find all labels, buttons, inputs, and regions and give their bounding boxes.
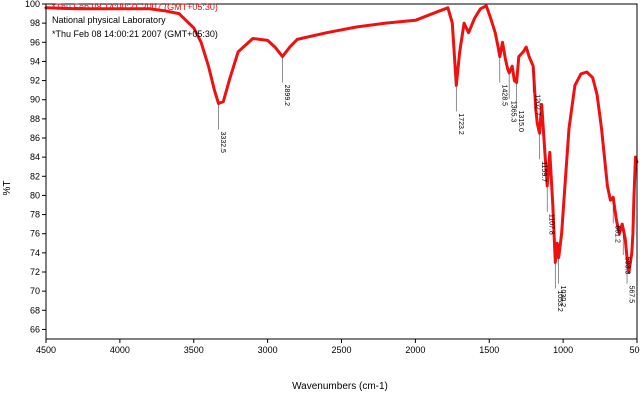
x-tick-label: 2000 <box>405 345 425 355</box>
peak-label: 1159.7 <box>540 161 547 182</box>
header-ghost-text: *Thu Feb 08 14:00:21 2007 (GMT+05:30) <box>52 2 218 12</box>
y-tick-label: 78 <box>30 210 40 220</box>
peak-label: 1053.2 <box>556 290 563 312</box>
peak-label: 1723.2 <box>457 113 464 135</box>
y-tick-label: 100 <box>25 0 40 9</box>
y-tick-label: 82 <box>30 171 40 181</box>
y-axis-title: %T <box>2 181 13 196</box>
peak-label: 1315.0 <box>517 110 524 132</box>
x-tick-label: 4000 <box>110 345 130 355</box>
peak-label: 1107.8 <box>548 214 555 235</box>
y-tick-label: 66 <box>30 324 40 334</box>
x-tick-label: 2500 <box>331 345 351 355</box>
x-tick-label: 3500 <box>184 345 204 355</box>
y-tick-label: 72 <box>30 267 40 277</box>
y-tick-label: 90 <box>30 95 40 105</box>
header-timestamp: *Thu Feb 08 14:00:21 2007 (GMT+05:30) <box>52 29 218 39</box>
y-tick-label: 68 <box>30 305 40 315</box>
spectrum-line <box>44 4 639 274</box>
x-axis-title: Wavenumbers (cm-1) <box>292 381 388 392</box>
peak-label: 1365.3 <box>510 101 517 123</box>
peak-label: 1428.5 <box>500 85 507 107</box>
peak-label: 567.5 <box>628 286 635 304</box>
y-tick-label: 84 <box>30 152 40 162</box>
y-tick-label: 94 <box>30 56 40 66</box>
y-tick-label: 88 <box>30 114 40 124</box>
y-tick-label: 70 <box>30 286 40 296</box>
y-tick-label: 92 <box>30 76 40 86</box>
y-tick-label: 74 <box>30 248 40 258</box>
x-tick-label: 1000 <box>553 345 573 355</box>
y-tick-label: 86 <box>30 133 40 143</box>
y-tick-label: 80 <box>30 190 40 200</box>
x-tick-label: 3000 <box>258 345 278 355</box>
peak-label: 2899.2 <box>283 85 290 107</box>
peak-label: 1202.7 <box>534 94 541 116</box>
peak-label: 661.2 <box>614 225 621 243</box>
x-tick-label: 4500 <box>36 345 56 355</box>
y-tick-label: 98 <box>30 18 40 28</box>
y-tick-label: 96 <box>30 37 40 47</box>
x-tick-label: 500 <box>629 345 640 355</box>
x-tick-label: 1500 <box>479 345 499 355</box>
peak-label: 3332.5 <box>219 132 226 154</box>
peak-label: 1030.2 <box>559 286 566 308</box>
header-lab-name: National physical Laboratory <box>52 15 166 25</box>
y-tick-label: 76 <box>30 229 40 239</box>
